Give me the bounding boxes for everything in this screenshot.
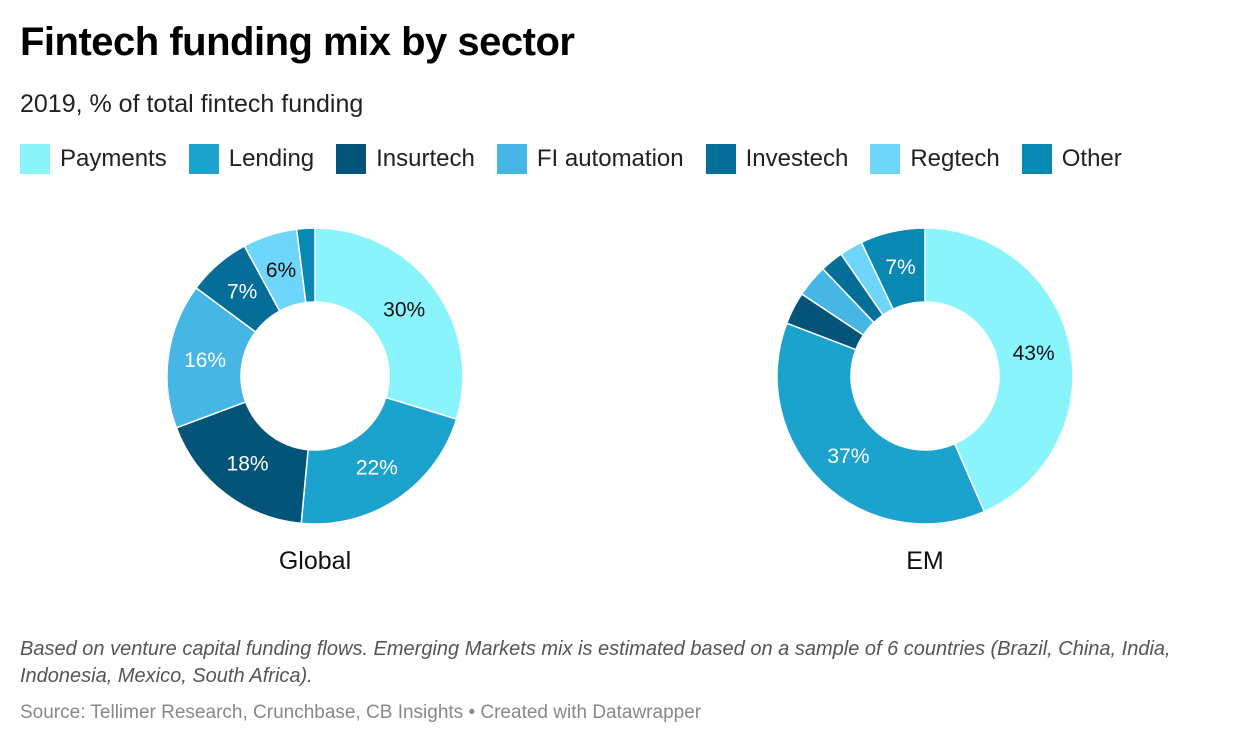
legend-label-fi-automation: FI automation	[536, 145, 684, 172]
chart-title: Fintech funding mix by sector	[20, 20, 575, 64]
legend-item-investech: Investech	[705, 144, 849, 174]
data-label-em-payments: 43%	[1013, 342, 1055, 365]
chart-source: Source: Tellimer Research, Crunchbase, C…	[20, 702, 702, 723]
slice-em-lending	[776, 322, 986, 525]
legend-label-regtech: Regtech	[910, 145, 1000, 172]
data-label-global-lending: 22%	[356, 457, 398, 480]
legend-swatch-regtech	[870, 144, 901, 174]
legend-swatch-insurtech	[336, 144, 367, 174]
legend-swatch-fi-automation	[496, 144, 527, 174]
donut-em: 43% 37% 7% EM	[776, 227, 1074, 575]
legend: Payments Lending Insurtech FI automation…	[20, 143, 1144, 175]
legend-item-payments: Payments	[20, 144, 167, 174]
legend-swatch-other	[1021, 144, 1052, 174]
legend-label-other: Other	[1061, 145, 1122, 172]
data-label-global-fi-automation: 16%	[184, 349, 226, 372]
donut-title-em: EM	[906, 547, 944, 575]
data-label-global-payments: 30%	[383, 298, 425, 321]
legend-label-payments: Payments	[60, 145, 167, 172]
data-label-em-other: 7%	[885, 256, 915, 279]
chart-notes: Based on venture capital funding flows. …	[20, 638, 1171, 687]
slice-global-insurtech	[175, 400, 309, 525]
legend-swatch-investech	[705, 144, 736, 174]
legend-label-insurtech: Insurtech	[376, 145, 475, 172]
data-label-global-investech: 7%	[227, 281, 257, 304]
slice-em-payments	[924, 227, 1074, 513]
legend-item-lending: Lending	[188, 144, 315, 174]
legend-item-regtech: Regtech	[870, 144, 1000, 174]
legend-label-investech: Investech	[745, 145, 849, 172]
legend-swatch-payments	[20, 144, 50, 174]
legend-item-insurtech: Insurtech	[336, 144, 475, 174]
legend-item-other: Other	[1021, 144, 1122, 174]
slice-global-lending	[300, 396, 458, 525]
slice-em-other	[860, 227, 926, 311]
data-label-em-lending: 37%	[827, 445, 869, 468]
donut-charts: 30% 22% 18% 16% 7% 6% Global 43% 37% 7% EM	[166, 227, 1074, 575]
legend-item-fi-automation: FI automation	[496, 144, 684, 174]
data-label-global-regtech: 6%	[266, 259, 296, 282]
slice-global-other	[295, 227, 316, 304]
donut-title-global: Global	[279, 547, 351, 575]
data-label-global-insurtech: 18%	[227, 453, 269, 476]
legend-label-lending: Lending	[228, 145, 315, 172]
slice-global-payments	[314, 227, 464, 421]
donut-global: 30% 22% 18% 16% 7% 6% Global	[166, 227, 464, 575]
chart-subtitle: 2019, % of total fintech funding	[20, 90, 364, 118]
legend-swatch-lending	[188, 144, 219, 174]
